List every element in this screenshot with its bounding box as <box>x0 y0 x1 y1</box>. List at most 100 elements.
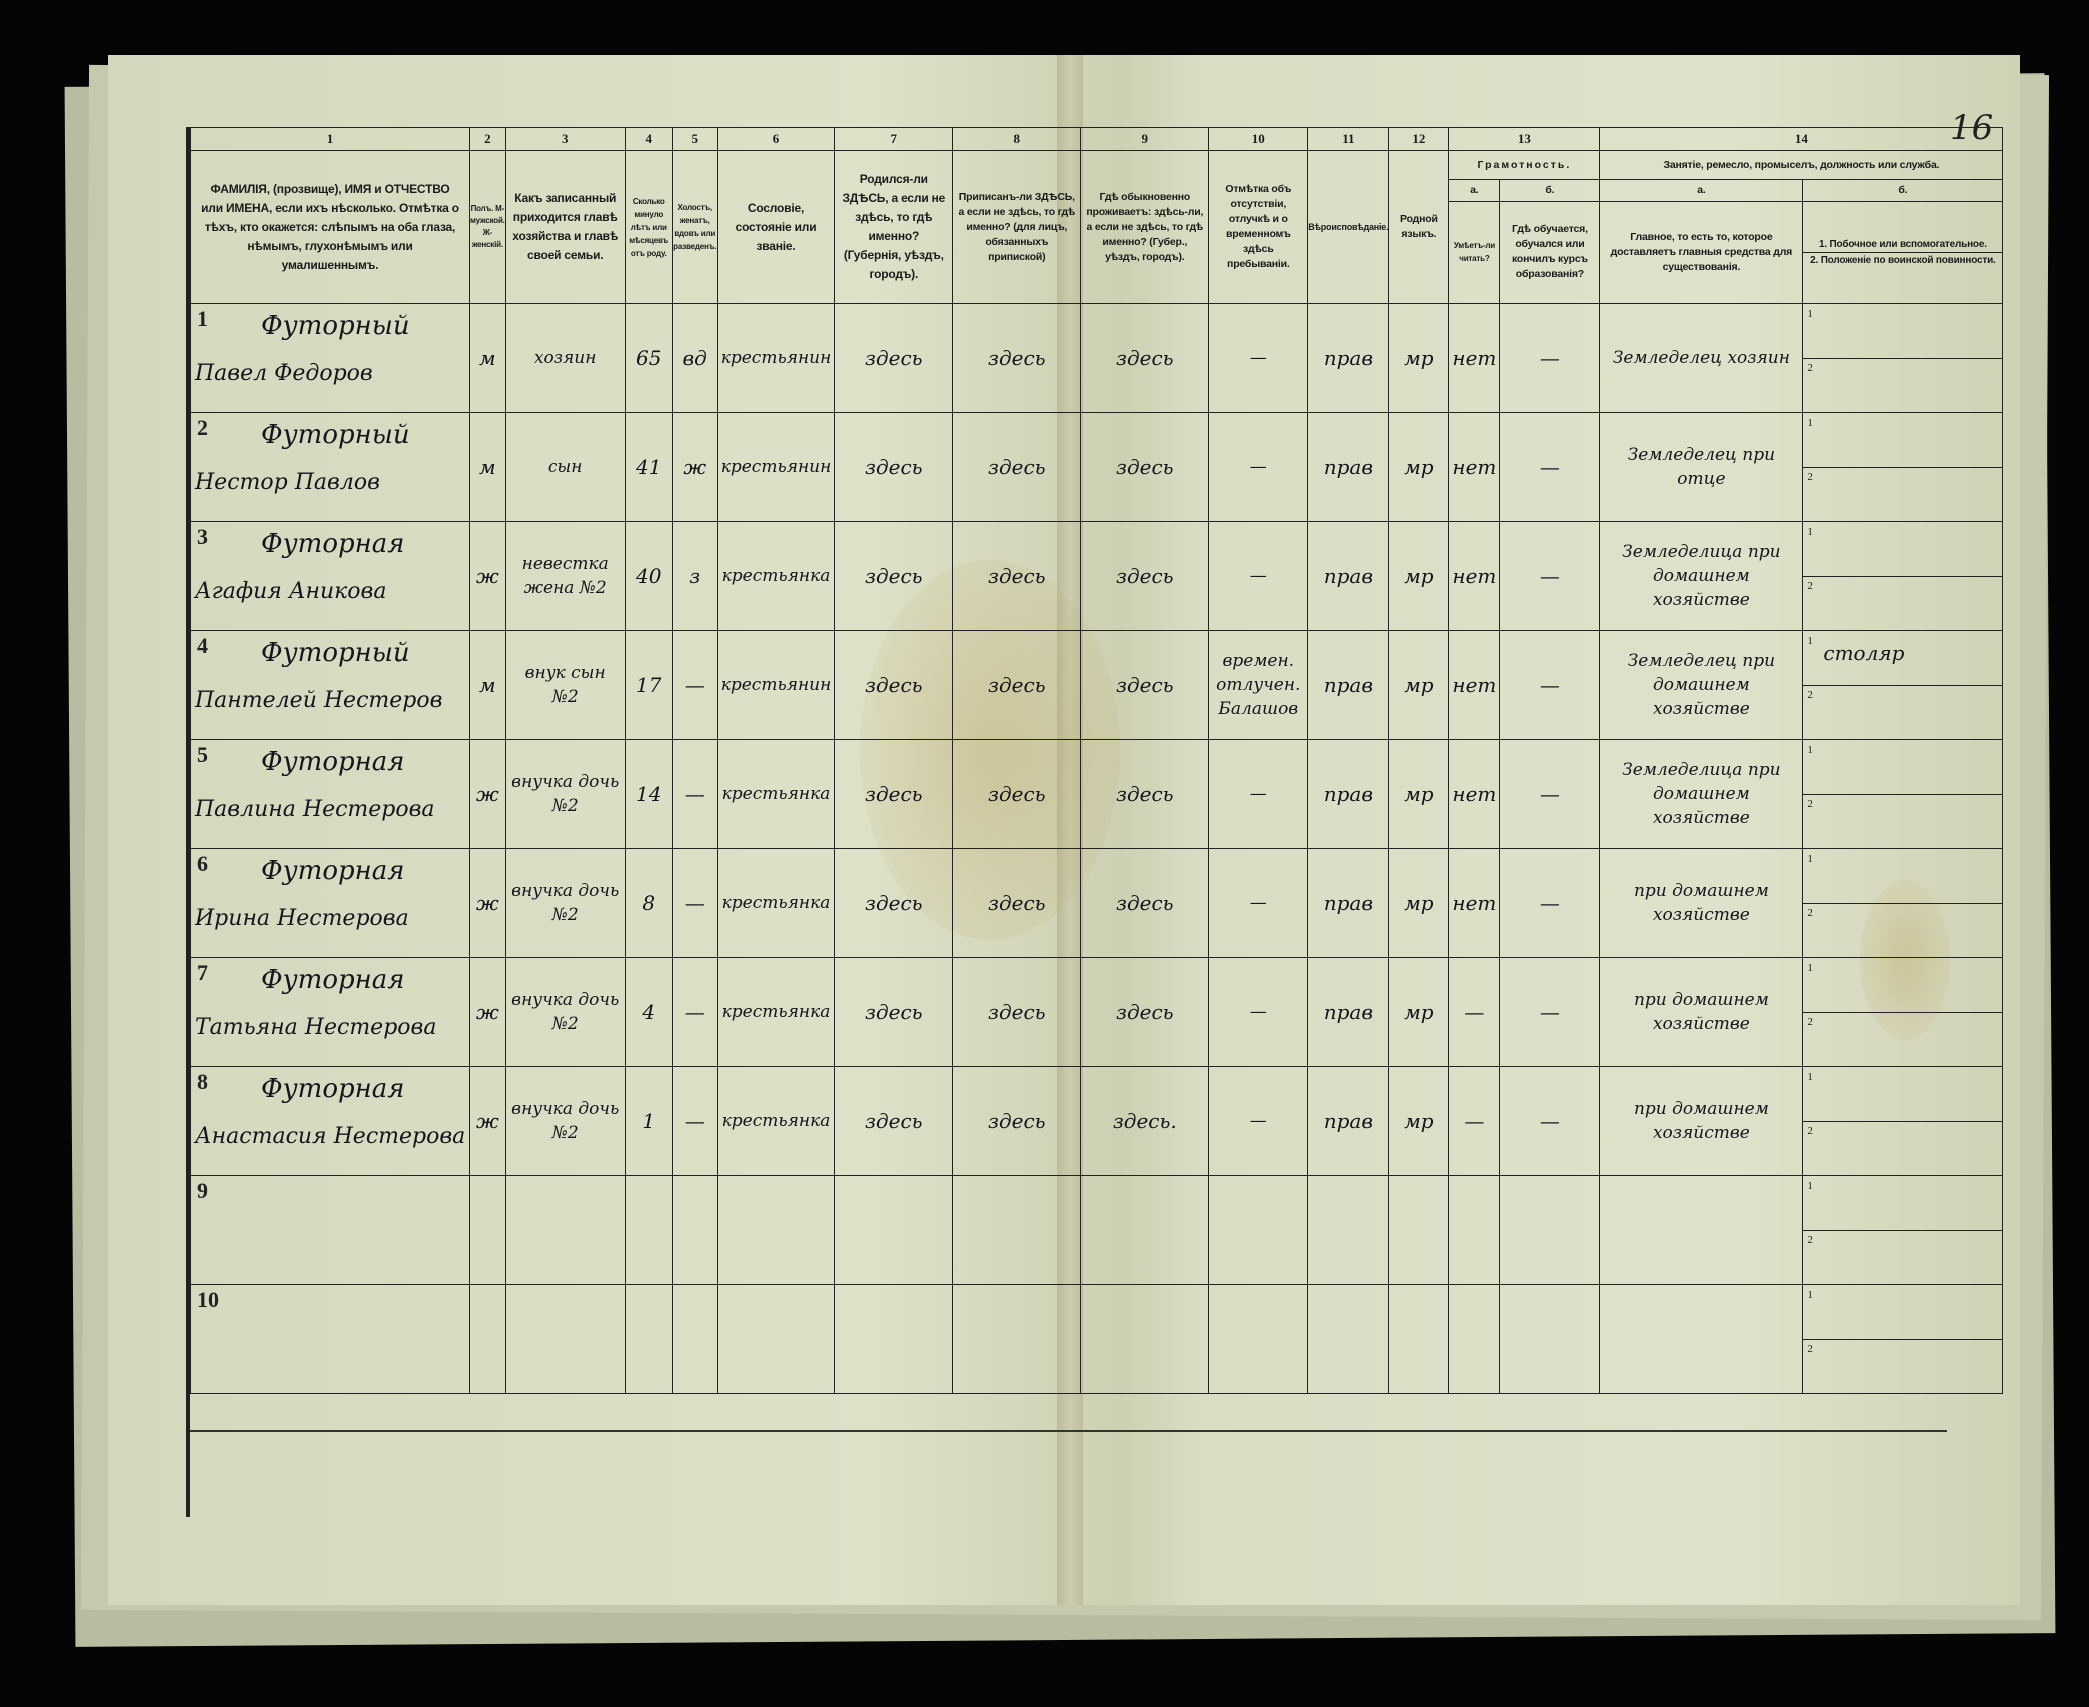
birthplace-cell: здесь <box>834 630 954 740</box>
row-number: 9 <box>197 1178 208 1203</box>
language-cell: мр <box>1388 848 1450 958</box>
military-status-line: 2 <box>1803 1339 2002 1393</box>
person-row: 7 Футорная Татьяна Нестерова ж внучка дочь… <box>190 957 2004 1067</box>
person-row: 5 Футорная Павлина Нестерова ж внучка дочь… <box>190 739 2004 849</box>
line-label: 1 <box>1807 853 1813 865</box>
person-row: 6 Футорная Ирина Нестерова ж внучка дочь №… <box>190 848 2004 958</box>
absence-cell-text: времен. отлучен. Балашов <box>1216 651 1301 719</box>
header-side-occupation: 1. Побочное или вспомогательное. 2. Поло… <box>1802 200 2004 305</box>
given-name-patronymic: Нестор Павлов <box>195 470 380 495</box>
name-cell: 1 Футорный Павел Федоров <box>190 303 470 413</box>
side-occupation-line: 1 столяр <box>1803 631 2003 686</box>
given-name-patronymic: Анастасия Нестерова <box>195 1124 466 1149</box>
religion-cell-text: прав <box>1323 564 1373 588</box>
sex-cell-text: м <box>479 455 496 479</box>
sex-cell <box>469 1175 506 1285</box>
given-name-patronymic: Павел Федоров <box>195 361 373 386</box>
relation-cell-text: внучка дочь №2 <box>511 990 620 1034</box>
line-label: 1 <box>1807 962 1813 974</box>
estate-cell <box>716 1284 836 1394</box>
occupation-cell: при домашнем хозяйстве <box>1599 848 1804 958</box>
marital-cell-text: — <box>684 1000 705 1024</box>
education-cell: — <box>1499 521 1601 631</box>
residence-cell-text: здесь <box>1116 891 1174 915</box>
can-read-cell-text: нет <box>1452 673 1497 697</box>
header-estate: Сословіе, состояніе или званіе. <box>716 150 836 304</box>
line-label: 2 <box>1807 580 1813 592</box>
education-cell-text: — <box>1539 891 1560 915</box>
language-cell: мр <box>1388 521 1450 631</box>
birthplace-cell: здесь <box>834 521 954 631</box>
estate-cell-text: крестьянин <box>720 348 832 368</box>
person-row: 3 Футорная Агафия Аникова ж невестка жена … <box>190 521 2004 631</box>
person-row: 4 Футорный Пантелей Нестеров м внук сын №2… <box>190 630 2004 740</box>
col-number: 6 <box>716 127 836 151</box>
religion-cell: прав <box>1307 412 1390 522</box>
relation-cell-text: внук сын №2 <box>524 663 606 707</box>
can-read-cell-text: нет <box>1452 455 1497 479</box>
marital-cell-text: — <box>684 1109 705 1133</box>
relation-cell: хозяин <box>504 303 626 413</box>
absence-cell-text: — <box>1249 1111 1267 1131</box>
education-cell <box>1499 1284 1601 1394</box>
birthplace-cell: здесь <box>834 957 954 1067</box>
header-absence: Отмѣтка объ отсутствіи, отлучкѣ и о врем… <box>1208 150 1309 304</box>
military-status-line: 2 <box>1803 467 2002 521</box>
name-cell: 4 Футорный Пантелей Нестеров <box>190 630 470 740</box>
age-cell-text: 65 <box>635 346 662 370</box>
absence-cell-text: — <box>1249 566 1267 586</box>
line-label: 1 <box>1807 1071 1813 1083</box>
residence-cell <box>1080 1284 1210 1394</box>
religion-cell: прав <box>1307 630 1390 740</box>
registration-cell-text: здесь <box>988 1000 1046 1024</box>
occupation-cell-text: при домашнем хозяйстве <box>1633 1099 1769 1143</box>
birthplace-cell: здесь <box>834 739 954 849</box>
relation-cell: внучка дочь №2 <box>504 957 626 1067</box>
absence-cell: — <box>1208 521 1309 631</box>
sex-cell: м <box>469 630 506 740</box>
residence-cell: здесь <box>1080 412 1210 522</box>
absence-cell: — <box>1208 848 1309 958</box>
header-subrow-text: Умѣетъ-ли читать? Гдѣ обучается, обучалс… <box>191 200 2004 305</box>
occupation-cell-text: при домашнем хозяйстве <box>1633 881 1769 925</box>
military-status-line: 2 <box>1803 1012 2002 1066</box>
estate-cell <box>716 1175 836 1285</box>
absence-cell <box>1208 1175 1309 1285</box>
religion-cell <box>1307 1284 1390 1394</box>
side-occupation-cell: 1 2 <box>1802 1066 2004 1176</box>
education-cell-text: — <box>1539 1109 1560 1133</box>
language-cell: мр <box>1388 957 1450 1067</box>
col-number: 10 <box>1208 127 1309 151</box>
birthplace-cell-text: здесь <box>865 891 923 915</box>
residence-cell-text: здесь <box>1116 564 1174 588</box>
side-occupation-cell: 1 2 <box>1802 521 2004 631</box>
age-cell: 65 <box>624 303 673 413</box>
relation-cell: невестка жена №2 <box>504 521 626 631</box>
header-age: Сколько минуло лѣтъ или мѣсяцевъ отъ род… <box>624 150 673 304</box>
header-13b-letter: б. <box>1499 179 1601 202</box>
can-read-cell-text: нет <box>1452 346 1497 370</box>
religion-cell <box>1307 1175 1390 1285</box>
absence-cell-text: — <box>1249 348 1267 368</box>
header-relation: Какъ записанный приходится главѣ хозяйст… <box>504 150 626 304</box>
religion-cell: прав <box>1307 303 1390 413</box>
can-read-cell: нет <box>1448 739 1501 849</box>
given-name-patronymic: Ирина Нестерова <box>195 906 409 931</box>
education-cell: — <box>1499 630 1601 740</box>
absence-cell <box>1208 1284 1309 1394</box>
language-cell-text: мр <box>1404 782 1434 806</box>
census-table: 1 2 3 4 5 6 7 8 9 10 11 12 13 14 ФАМИЛІЯ… <box>190 127 2004 1394</box>
header-born: Родился-ли ЗДѢСЬ, а если не здѣсь, то гд… <box>834 150 954 304</box>
row-number: 10 <box>197 1287 219 1312</box>
sex-cell: м <box>469 412 506 522</box>
estate-cell-text: крестьянка <box>721 1002 831 1022</box>
line-label: 1 <box>1807 308 1813 320</box>
sex-cell: м <box>469 303 506 413</box>
estate-cell-text: крестьянка <box>721 893 831 913</box>
registration-cell-text: здесь <box>988 346 1046 370</box>
col-number: 7 <box>834 127 954 151</box>
marital-cell: — <box>671 1066 718 1176</box>
row-number: 8 <box>197 1069 208 1094</box>
line-label: 2 <box>1807 1016 1813 1028</box>
line-label: 2 <box>1807 798 1813 810</box>
